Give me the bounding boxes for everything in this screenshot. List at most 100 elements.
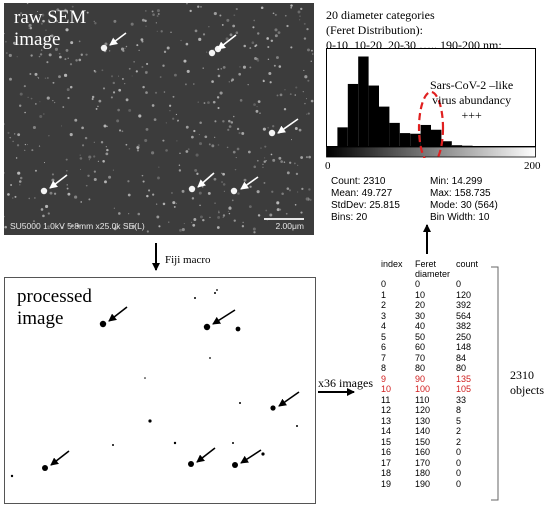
sem-speck xyxy=(220,67,223,70)
sem-speck xyxy=(133,61,135,63)
sem-speck xyxy=(289,93,292,96)
histogram-bar xyxy=(389,122,400,147)
sem-speck xyxy=(207,101,210,104)
sem-speck xyxy=(253,165,257,169)
sem-speck xyxy=(256,106,258,108)
sem-speck xyxy=(38,42,40,44)
sem-speck xyxy=(65,49,69,52)
sem-speck xyxy=(241,132,245,135)
sem-speck xyxy=(185,125,189,129)
sem-speck xyxy=(93,178,97,182)
table-row: 2 20 392 xyxy=(381,300,486,311)
row-index: 5 xyxy=(381,331,387,342)
sem-speck xyxy=(235,31,239,34)
sem-particle xyxy=(40,187,48,195)
sem-speck xyxy=(93,141,95,143)
sem-speck xyxy=(86,11,89,14)
sem-speck xyxy=(58,75,61,79)
row-feret-diameter: 40 xyxy=(415,321,426,331)
sem-speck xyxy=(166,46,170,50)
sem-speck xyxy=(208,25,210,28)
sem-speck xyxy=(138,49,140,51)
sem-speck xyxy=(185,3,188,5)
sem-speck xyxy=(49,191,53,195)
row-count: 8 xyxy=(456,405,462,415)
sem-speck xyxy=(155,203,158,205)
sem-speck xyxy=(91,98,94,101)
table-row: 12 120 8 xyxy=(381,405,486,416)
sem-speck xyxy=(281,192,284,195)
sem-speck xyxy=(300,7,303,11)
sem-speck xyxy=(110,96,113,99)
sem-speck xyxy=(172,201,176,205)
sem-speck xyxy=(87,174,90,178)
sem-speck xyxy=(14,195,17,198)
sem-speck xyxy=(217,106,220,110)
sem-speck xyxy=(256,190,260,194)
sem-speck xyxy=(289,161,292,164)
sem-speck xyxy=(47,225,50,229)
sem-speck xyxy=(278,156,282,160)
sem-speck xyxy=(34,72,38,76)
sem-particle xyxy=(230,187,238,195)
table-row: 0 0 0 xyxy=(381,279,486,290)
sem-speck xyxy=(131,224,135,229)
virus-abundancy-annotation: Sars-CoV-2 –like virus abundancy +++ xyxy=(430,78,514,122)
sem-speck xyxy=(131,75,133,77)
sem-speck xyxy=(48,135,50,137)
row-count: 80 xyxy=(456,363,467,373)
fiji-macro-label: Fiji macro xyxy=(165,254,211,266)
row-index: 6 xyxy=(381,342,387,352)
sem-speck xyxy=(173,205,176,208)
row-count: 0 xyxy=(456,279,462,289)
sem-speck xyxy=(155,22,158,24)
sem-speck xyxy=(16,144,20,147)
sem-speck xyxy=(239,99,243,102)
sem-speck xyxy=(175,202,177,205)
sem-speck xyxy=(67,192,71,196)
sem-speck xyxy=(44,77,47,80)
sem-speck xyxy=(17,171,21,175)
sem-speck xyxy=(272,125,275,128)
sem-speck xyxy=(299,19,301,21)
sem-speck xyxy=(275,56,279,60)
processed-particle xyxy=(296,425,298,427)
sem-speck xyxy=(162,202,166,206)
sem-speck xyxy=(118,75,120,77)
sem-speck xyxy=(40,49,43,51)
sem-speck xyxy=(43,162,46,164)
sem-speck xyxy=(4,225,7,229)
sem-speck xyxy=(88,159,90,161)
sem-speck xyxy=(183,59,187,63)
sem-speck xyxy=(253,19,256,22)
sem-speck xyxy=(97,105,99,108)
sem-particle xyxy=(188,185,196,193)
sem-speck xyxy=(222,214,226,217)
sem-speck xyxy=(302,91,304,93)
sem-speck xyxy=(74,118,78,122)
sem-speck xyxy=(223,190,225,192)
sem-speck xyxy=(4,33,5,35)
stat-stddev: StdDev: 25.815 xyxy=(331,200,400,211)
sem-speck xyxy=(10,184,13,187)
row-index: 2 xyxy=(381,300,387,310)
sem-speck xyxy=(238,131,241,135)
sem-speck xyxy=(19,12,23,15)
sem-arrow xyxy=(277,118,299,134)
sem-speck xyxy=(51,173,55,176)
table-row: 18 180 0 xyxy=(381,468,486,479)
sem-speck xyxy=(118,88,122,92)
histogram-bar xyxy=(368,85,379,147)
histogram-stats-right: Min: 14.299 Max: 158.735 Mode: 30 (564) … xyxy=(430,176,498,224)
sem-speck xyxy=(283,108,287,111)
sem-speck xyxy=(218,211,220,214)
sem-speck xyxy=(66,187,69,190)
table-row: 3 30 564 xyxy=(381,311,486,322)
histogram-bar xyxy=(337,127,348,147)
sem-speck xyxy=(193,217,197,221)
sem-speck xyxy=(158,225,161,228)
sem-speck xyxy=(238,72,242,76)
sem-speck xyxy=(276,208,280,212)
sem-speck xyxy=(79,154,81,156)
sem-speck xyxy=(171,192,173,194)
